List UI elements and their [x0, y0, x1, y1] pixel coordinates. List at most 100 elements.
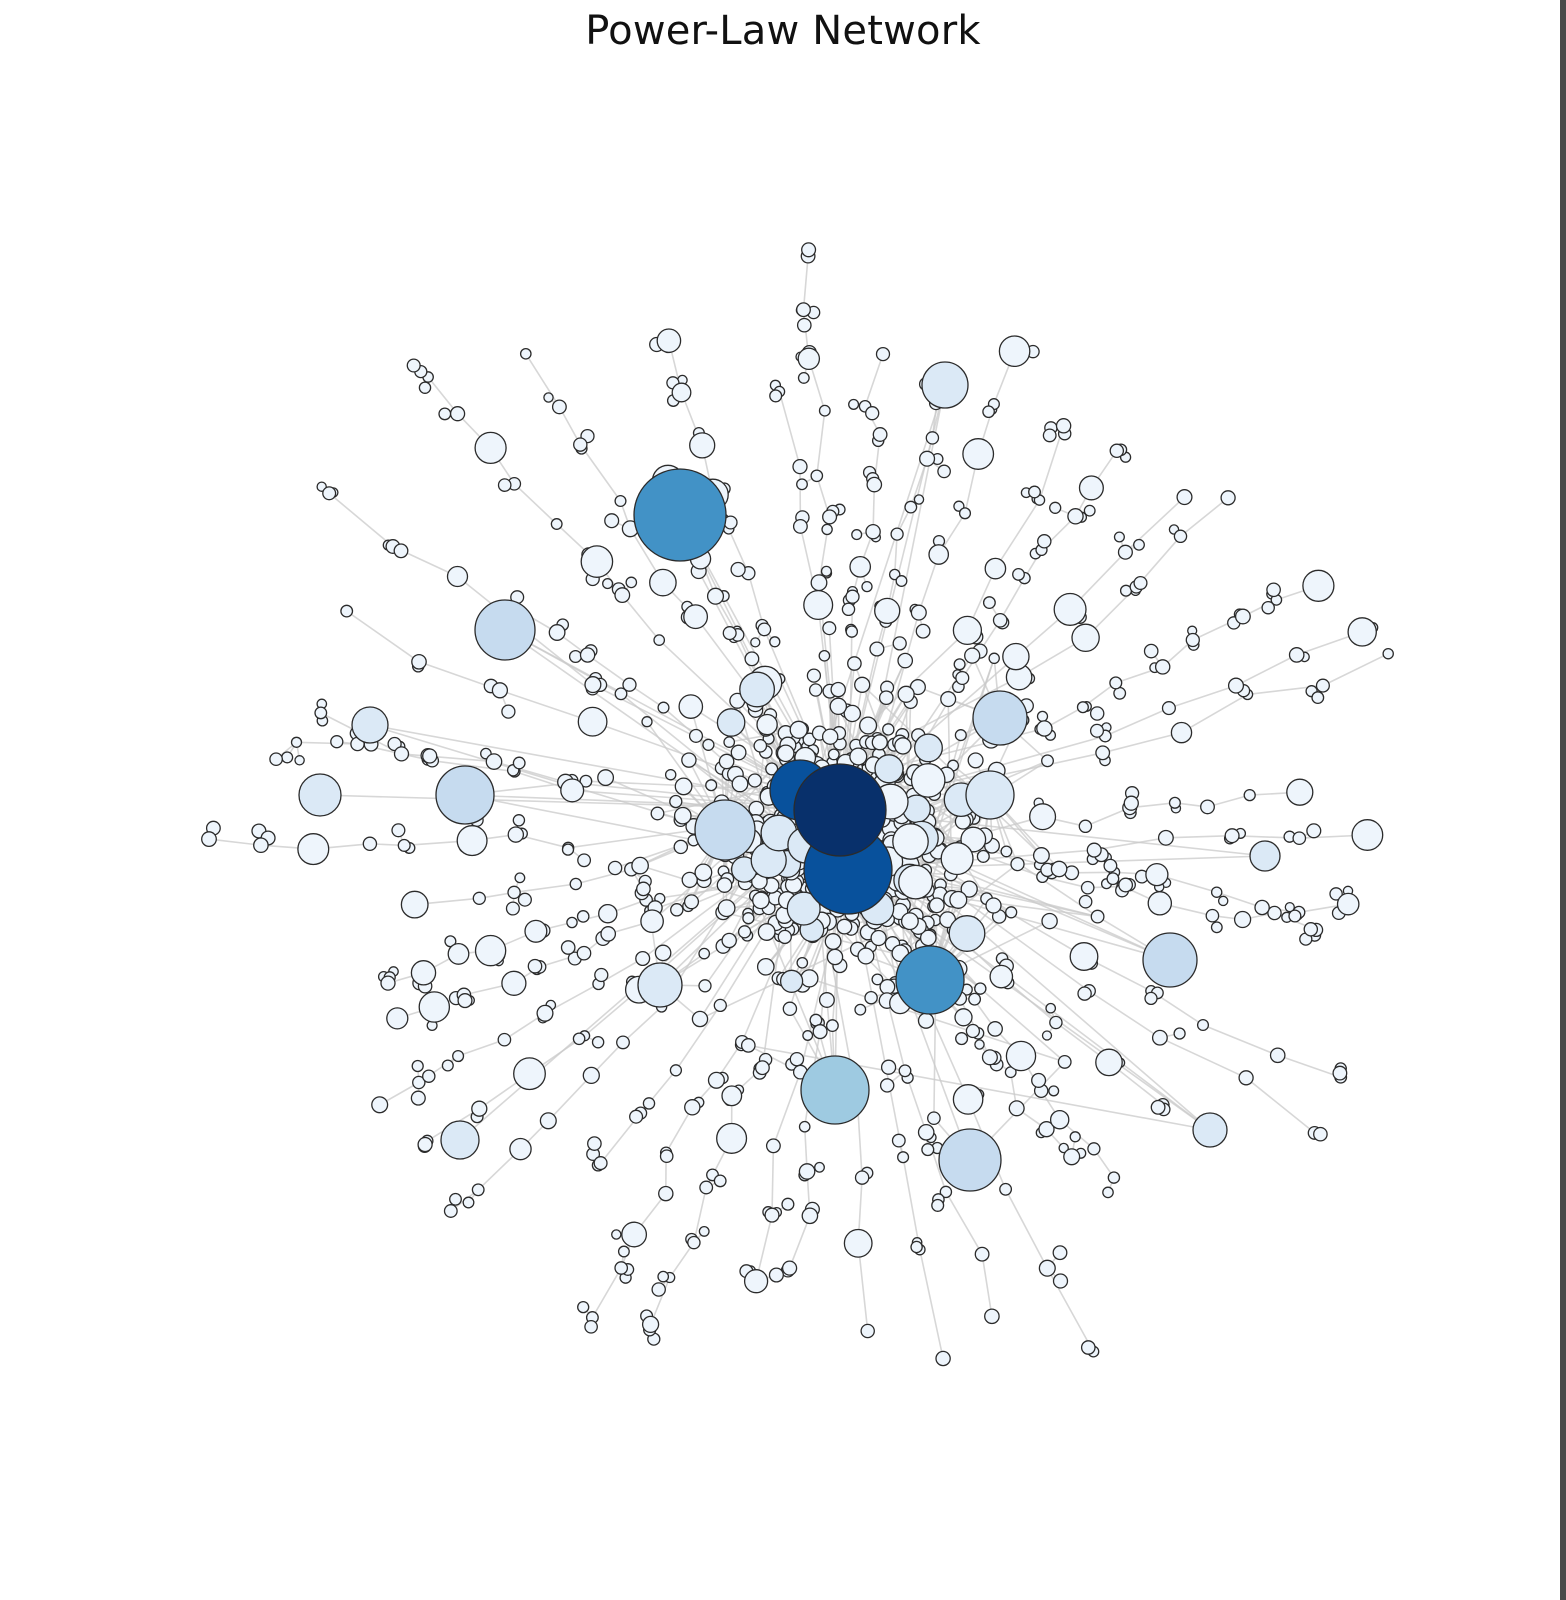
network-edge	[1181, 693, 1248, 734]
network-node	[740, 1038, 756, 1053]
network-edge	[771, 1145, 775, 1216]
network-node	[987, 1021, 1003, 1037]
network-node	[801, 1207, 819, 1225]
network-node	[505, 901, 520, 916]
network-node	[1109, 676, 1123, 690]
network-edge	[591, 1267, 622, 1318]
network-node	[614, 494, 627, 508]
network-node	[797, 347, 821, 371]
network-node	[1117, 544, 1133, 560]
network-node	[397, 838, 411, 852]
network-edge	[772, 1071, 802, 1147]
network-edge	[547, 1074, 592, 1122]
network-node	[849, 747, 868, 766]
network-edge	[1322, 652, 1389, 687]
network-node	[1005, 1040, 1037, 1072]
network-node	[716, 877, 733, 893]
network-node	[1038, 1259, 1056, 1277]
network-edge	[296, 741, 358, 745]
network-node	[954, 729, 967, 742]
network-node	[621, 1221, 648, 1248]
network-node	[998, 335, 1031, 368]
network-node	[721, 932, 737, 949]
network-node	[1106, 872, 1120, 886]
network-node	[1005, 906, 1018, 919]
network-node	[836, 918, 853, 935]
network-node	[1145, 862, 1169, 887]
network-node	[984, 557, 1007, 580]
network-node	[641, 716, 653, 728]
network-node	[707, 1071, 725, 1089]
network-node	[340, 604, 354, 618]
network-node	[859, 716, 878, 735]
network-node	[517, 892, 532, 907]
network-node	[1049, 1015, 1063, 1030]
network-node	[1313, 1126, 1328, 1142]
network-node	[818, 992, 835, 1008]
network-node	[702, 738, 715, 751]
network-node	[1103, 858, 1118, 873]
network-node	[576, 910, 590, 923]
network-node	[1269, 1047, 1286, 1064]
network-node	[1336, 892, 1360, 916]
network-node	[921, 1143, 935, 1157]
network-node	[824, 933, 842, 950]
network-node	[1049, 501, 1062, 514]
network-node	[958, 507, 972, 520]
network-node	[1261, 600, 1275, 615]
network-node	[796, 302, 811, 318]
network-node	[882, 723, 895, 736]
network-node	[1254, 899, 1270, 916]
network-node	[841, 602, 856, 617]
network-node	[1329, 887, 1343, 901]
hub-node	[694, 799, 756, 861]
network-node	[474, 934, 507, 967]
network-node	[1173, 529, 1188, 544]
network-node	[290, 736, 303, 748]
network-node	[1267, 905, 1282, 921]
network-node	[742, 912, 755, 925]
network-node	[1157, 829, 1174, 846]
network-node	[422, 1069, 436, 1083]
network-edge	[902, 1157, 921, 1250]
network-node	[1078, 819, 1093, 834]
network-node	[536, 1004, 554, 1022]
network-node	[512, 756, 526, 770]
network-node	[611, 1229, 622, 1240]
network-node	[1315, 678, 1330, 693]
hub-node	[440, 1120, 480, 1160]
network-edge	[1235, 654, 1298, 687]
network-node	[974, 982, 987, 995]
network-node	[1288, 909, 1302, 923]
network-node	[380, 975, 396, 991]
network-node	[869, 641, 885, 657]
network-node	[622, 677, 637, 692]
network-node	[524, 919, 548, 943]
network-node	[201, 831, 217, 848]
network-node	[967, 752, 984, 769]
network-node	[406, 358, 421, 373]
network-node	[580, 545, 614, 578]
network-node	[474, 431, 507, 465]
network-node	[1161, 701, 1176, 716]
hub-node	[965, 770, 1015, 820]
network-node	[471, 1100, 488, 1117]
network-node	[830, 681, 846, 698]
network-node	[694, 863, 713, 882]
network-edge	[945, 1191, 983, 1255]
network-node	[939, 1185, 953, 1199]
network-node	[878, 690, 894, 706]
network-node	[843, 1228, 873, 1258]
hub-node	[895, 945, 965, 1015]
network-edge	[513, 483, 558, 525]
network-node	[1002, 642, 1030, 671]
network-node	[683, 604, 709, 630]
network-node	[1133, 538, 1145, 551]
network-node	[927, 1111, 941, 1126]
network-node	[897, 685, 915, 703]
network-node	[1069, 1131, 1081, 1143]
network-edge	[524, 629, 594, 686]
network-node	[640, 909, 664, 934]
network-node	[649, 568, 677, 597]
network-node	[371, 1096, 389, 1114]
